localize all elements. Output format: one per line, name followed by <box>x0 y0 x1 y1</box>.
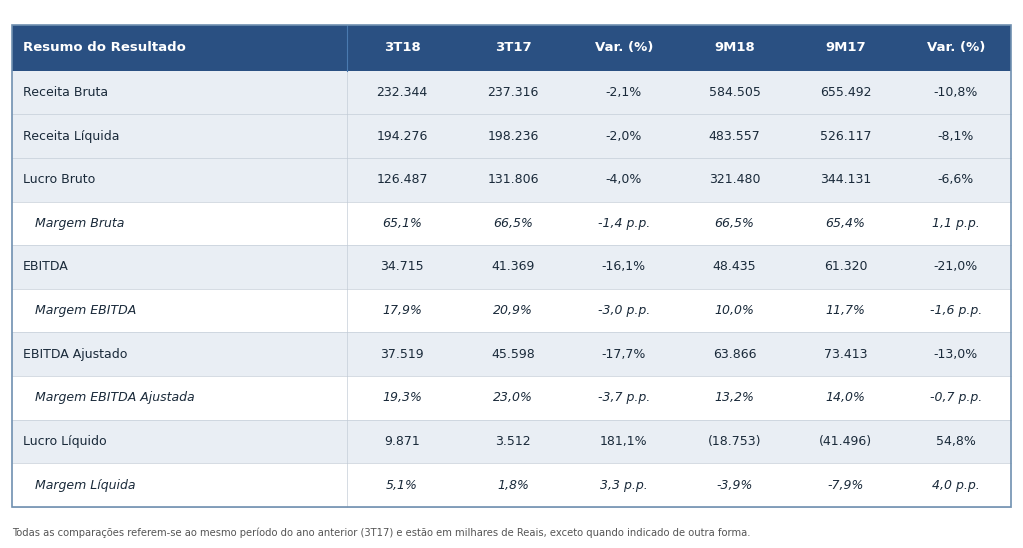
Text: -2,1%: -2,1% <box>606 86 642 99</box>
Text: -8,1%: -8,1% <box>938 130 974 142</box>
Bar <box>12 158 1011 202</box>
Text: 61.320: 61.320 <box>824 260 868 273</box>
Text: 181,1%: 181,1% <box>601 435 648 448</box>
Text: 14,0%: 14,0% <box>826 391 865 404</box>
Text: -3,7 p.p.: -3,7 p.p. <box>597 391 650 404</box>
Text: Margem EBITDA: Margem EBITDA <box>23 304 136 317</box>
Bar <box>12 202 1011 245</box>
Text: 9.871: 9.871 <box>385 435 420 448</box>
Text: 66,5%: 66,5% <box>493 217 533 230</box>
Text: EBITDA Ajustado: EBITDA Ajustado <box>23 348 127 361</box>
Text: -3,9%: -3,9% <box>716 478 753 492</box>
Text: 194.276: 194.276 <box>376 130 428 142</box>
Text: 237.316: 237.316 <box>487 86 539 99</box>
Text: (41.496): (41.496) <box>819 435 872 448</box>
Text: Margem Líquida: Margem Líquida <box>23 478 135 492</box>
Bar <box>12 289 1011 333</box>
Bar <box>12 115 1011 158</box>
Text: 19,3%: 19,3% <box>383 391 422 404</box>
Bar <box>12 25 1011 71</box>
Text: 232.344: 232.344 <box>376 86 428 99</box>
Text: 65,1%: 65,1% <box>383 217 422 230</box>
Text: Lucro Bruto: Lucro Bruto <box>23 173 95 186</box>
Text: 5,1%: 5,1% <box>387 478 418 492</box>
Text: -3,0 p.p.: -3,0 p.p. <box>597 304 650 317</box>
Text: 526.117: 526.117 <box>819 130 872 142</box>
Text: 655.492: 655.492 <box>819 86 872 99</box>
Text: 4,0 p.p.: 4,0 p.p. <box>932 478 980 492</box>
Text: 131.806: 131.806 <box>487 173 539 186</box>
Text: 23,0%: 23,0% <box>493 391 533 404</box>
Text: 11,7%: 11,7% <box>826 304 865 317</box>
Text: Margem Bruta: Margem Bruta <box>23 217 124 230</box>
Text: -10,8%: -10,8% <box>934 86 978 99</box>
Text: -7,9%: -7,9% <box>828 478 863 492</box>
Text: 37.519: 37.519 <box>381 348 424 361</box>
Text: -1,4 p.p.: -1,4 p.p. <box>597 217 650 230</box>
Text: Receita Líquida: Receita Líquida <box>23 130 119 142</box>
Text: 321.480: 321.480 <box>709 173 760 186</box>
Text: 54,8%: 54,8% <box>936 435 976 448</box>
Text: -16,1%: -16,1% <box>602 260 646 273</box>
Text: 66,5%: 66,5% <box>715 217 755 230</box>
Text: (18.753): (18.753) <box>708 435 761 448</box>
Text: -13,0%: -13,0% <box>934 348 978 361</box>
Text: Var. (%): Var. (%) <box>927 41 985 54</box>
Text: -0,7 p.p.: -0,7 p.p. <box>930 391 982 404</box>
Text: 3.512: 3.512 <box>495 435 531 448</box>
Text: -2,0%: -2,0% <box>606 130 642 142</box>
Text: 63.866: 63.866 <box>713 348 756 361</box>
Text: Resumo do Resultado: Resumo do Resultado <box>23 41 185 54</box>
Text: 73.413: 73.413 <box>824 348 868 361</box>
Text: 483.557: 483.557 <box>709 130 760 142</box>
Text: 34.715: 34.715 <box>381 260 424 273</box>
Text: Receita Bruta: Receita Bruta <box>23 86 107 99</box>
Text: 3T17: 3T17 <box>495 41 531 54</box>
Text: 1,8%: 1,8% <box>497 478 529 492</box>
Text: 45.598: 45.598 <box>491 348 535 361</box>
Text: EBITDA: EBITDA <box>23 260 69 273</box>
Text: 10,0%: 10,0% <box>715 304 755 317</box>
Text: 9M17: 9M17 <box>826 41 865 54</box>
Text: -6,6%: -6,6% <box>938 173 974 186</box>
Text: 1,1 p.p.: 1,1 p.p. <box>932 217 980 230</box>
Text: 584.505: 584.505 <box>709 86 760 99</box>
Text: 3T18: 3T18 <box>384 41 420 54</box>
Bar <box>12 376 1011 420</box>
Text: -4,0%: -4,0% <box>606 173 642 186</box>
Text: 20,9%: 20,9% <box>493 304 533 317</box>
Bar <box>12 25 1011 507</box>
Text: Var. (%): Var. (%) <box>594 41 653 54</box>
Text: 41.369: 41.369 <box>491 260 535 273</box>
Bar <box>12 333 1011 376</box>
Text: Todas as comparações referem-se ao mesmo período do ano anterior (3T17) e estão : Todas as comparações referem-se ao mesmo… <box>12 527 751 538</box>
Text: 13,2%: 13,2% <box>715 391 755 404</box>
Text: Lucro Líquido: Lucro Líquido <box>23 435 106 448</box>
Text: 3,3 p.p.: 3,3 p.p. <box>599 478 648 492</box>
Text: -17,7%: -17,7% <box>602 348 646 361</box>
Text: 344.131: 344.131 <box>819 173 872 186</box>
Bar <box>12 71 1011 115</box>
Bar <box>12 245 1011 289</box>
Text: 65,4%: 65,4% <box>826 217 865 230</box>
Text: 126.487: 126.487 <box>376 173 428 186</box>
Text: -21,0%: -21,0% <box>934 260 978 273</box>
Text: 48.435: 48.435 <box>713 260 756 273</box>
Text: 9M18: 9M18 <box>714 41 755 54</box>
Text: -1,6 p.p.: -1,6 p.p. <box>930 304 982 317</box>
Text: 198.236: 198.236 <box>487 130 539 142</box>
Bar <box>12 420 1011 463</box>
Bar <box>12 463 1011 507</box>
Text: 17,9%: 17,9% <box>383 304 422 317</box>
Text: Margem EBITDA Ajustada: Margem EBITDA Ajustada <box>23 391 194 404</box>
